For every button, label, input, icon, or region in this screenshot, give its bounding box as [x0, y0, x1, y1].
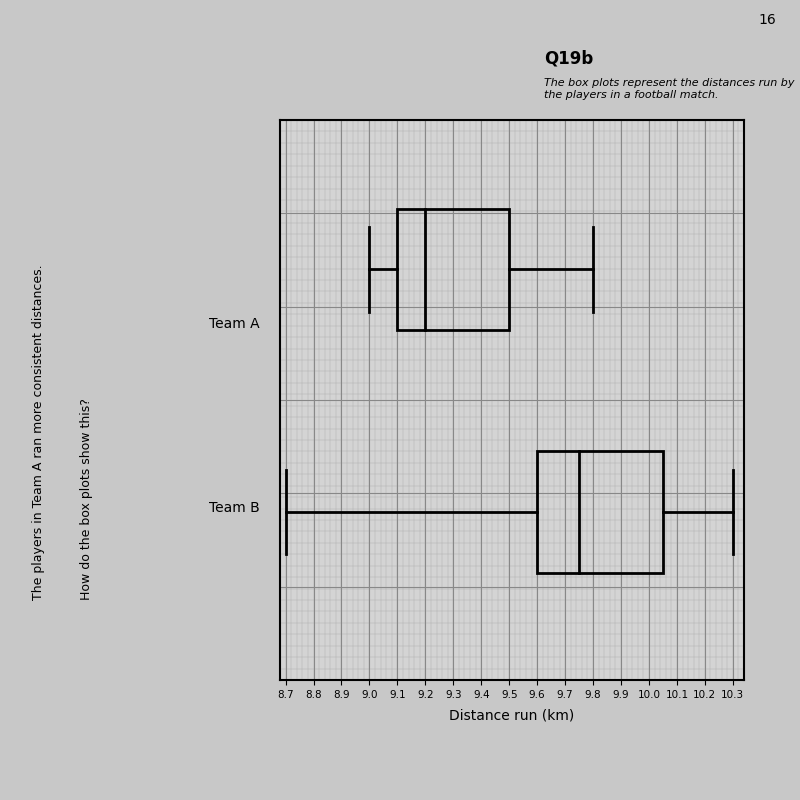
Text: The box plots represent the distances run by the players in a football match.: The box plots represent the distances ru…	[544, 78, 794, 100]
Bar	[537, 451, 663, 573]
Text: Team A: Team A	[210, 317, 260, 331]
Text: The players in Team A ran more consistent distances.: The players in Team A ran more consisten…	[32, 264, 45, 600]
X-axis label: Distance run (km): Distance run (km)	[450, 708, 574, 722]
Text: How do the box plots show this?: How do the box plots show this?	[80, 398, 93, 600]
Text: 16: 16	[758, 13, 776, 27]
Bar	[398, 209, 510, 330]
Text: Q19b: Q19b	[544, 50, 594, 68]
Text: Team B: Team B	[210, 501, 260, 515]
